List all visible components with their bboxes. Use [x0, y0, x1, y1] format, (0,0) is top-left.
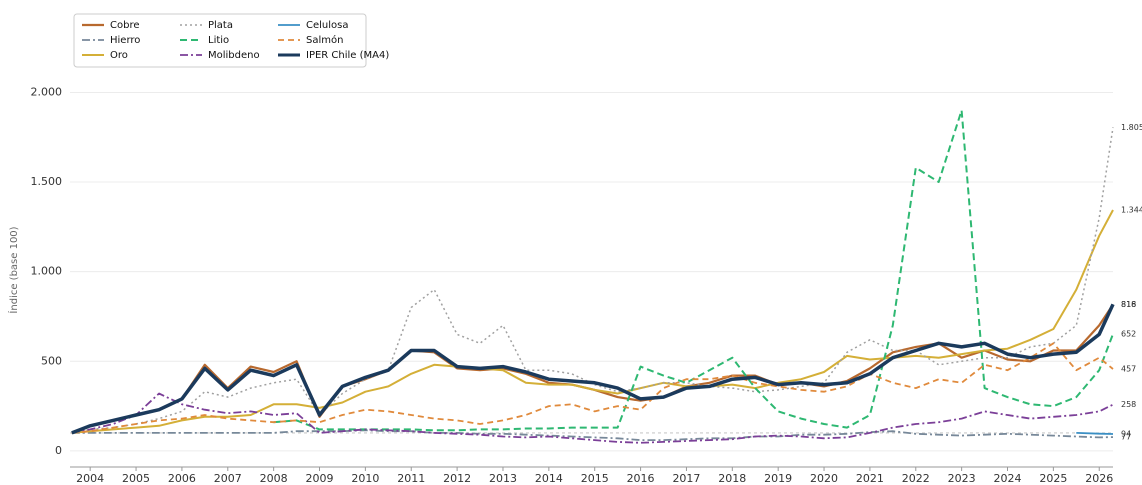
- series-line: [71, 303, 1115, 435]
- x-tick-label: 2013: [489, 472, 517, 485]
- x-tick-label: 2026: [1085, 472, 1113, 485]
- end-label: 77: [1121, 433, 1131, 442]
- legend-label: IPER Chile (MA4): [306, 50, 389, 61]
- series-line: [71, 392, 1114, 444]
- x-tick-label: 2018: [718, 472, 746, 485]
- x-tick-label: 2020: [810, 472, 838, 485]
- end-label: 94: [1121, 430, 1131, 439]
- end-label: 652: [1121, 330, 1136, 339]
- x-tick-label: 2012: [443, 472, 471, 485]
- x-tick-label: 2008: [260, 472, 288, 485]
- legend-label: Plata: [208, 20, 233, 31]
- x-tick-label: 2022: [902, 472, 930, 485]
- legend-label: Oro: [110, 50, 128, 61]
- x-tick-label: 2011: [397, 472, 425, 485]
- x-tick-label: 2024: [994, 472, 1022, 485]
- y-tick-label: 1.500: [31, 175, 63, 188]
- end-label: 457: [1121, 364, 1136, 373]
- legend-label: Salmón: [306, 34, 343, 46]
- x-tick-label: 2010: [351, 472, 379, 485]
- legend-label: Molibdeno: [208, 50, 260, 61]
- legend-label: Litio: [208, 35, 229, 46]
- end-label: 816: [1121, 300, 1136, 309]
- y-tick-label: 2.000: [31, 85, 63, 98]
- series-line: [1076, 432, 1114, 435]
- series-line: [71, 303, 1114, 434]
- x-tick-label: 2017: [672, 472, 700, 485]
- y-tick-label: 1.000: [31, 265, 63, 278]
- x-tick-label: 2007: [214, 472, 242, 485]
- x-tick-label: 2021: [856, 472, 884, 485]
- y-axis-label: Índice (base 100): [7, 226, 20, 313]
- legend-label: Cobre: [110, 20, 140, 31]
- x-tick-label: 2014: [535, 472, 563, 485]
- x-tick-label: 2016: [627, 472, 655, 485]
- legend: Cobre Hierro Oro Plata Litio Molibdeno Celulos…: [73, 13, 389, 68]
- series-line: [71, 209, 1114, 434]
- x-tick-label: 2004: [76, 472, 104, 485]
- x-tick-label: 2023: [948, 472, 976, 485]
- series-line: [71, 342, 1114, 434]
- y-tick-label: 500: [41, 354, 62, 367]
- end-label: 1.805: [1121, 123, 1142, 132]
- series-line: [71, 127, 1114, 434]
- x-tick-label: 2015: [581, 472, 609, 485]
- end-label: 1.344: [1121, 206, 1142, 215]
- end-label: 818: [1121, 300, 1136, 309]
- y-tick-label: 0: [55, 444, 62, 457]
- series-line: [273, 109, 1114, 432]
- x-tick-label: 2006: [168, 472, 196, 485]
- x-tick-label: 2009: [306, 472, 334, 485]
- x-tick-label: 2005: [122, 472, 150, 485]
- legend-label: Celulosa: [306, 20, 349, 31]
- series-line: [71, 429, 1114, 441]
- x-tick-label: 2019: [764, 472, 792, 485]
- legend-label: Hierro: [110, 35, 140, 46]
- x-tick-label: 2025: [1039, 472, 1067, 485]
- end-label: 258: [1121, 400, 1136, 409]
